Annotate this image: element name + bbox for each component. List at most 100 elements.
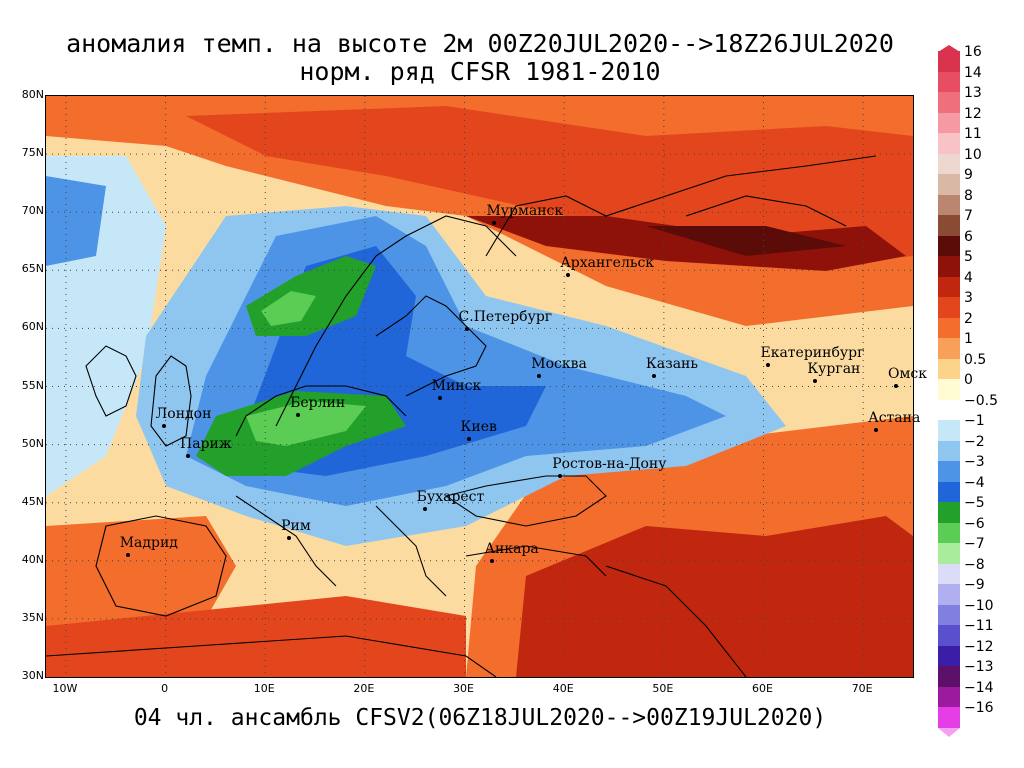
- city-label: Анкара: [484, 540, 539, 557]
- city-label: Мурманск: [486, 202, 564, 219]
- city-marker: [874, 427, 879, 432]
- legend-top-arrow: [938, 45, 960, 52]
- city-label: С.Петербург: [458, 308, 553, 325]
- legend-swatch: [938, 399, 960, 420]
- legend-label: −7: [964, 536, 985, 552]
- city-label: Казань: [645, 356, 699, 373]
- city-label: Москва: [531, 356, 587, 373]
- city-label: Курган: [807, 360, 861, 377]
- city-marker: [894, 383, 899, 388]
- map-frame: [45, 95, 914, 678]
- city-label: Мадрид: [119, 535, 178, 552]
- legend-label: 14: [964, 64, 982, 81]
- city-marker: [422, 506, 427, 511]
- legend-swatch: [938, 666, 960, 687]
- city-marker: [492, 220, 497, 225]
- latitude-label: 40N: [21, 552, 44, 566]
- city-marker: [437, 396, 442, 401]
- legend-swatch: [938, 174, 960, 195]
- legend-swatch: [938, 686, 960, 707]
- longitude-label: 70E: [851, 682, 873, 695]
- city-marker: [566, 273, 571, 278]
- latitude-label: 80N: [21, 88, 44, 101]
- city-marker: [161, 424, 166, 429]
- legend-swatch: [938, 481, 960, 502]
- latitude-label: 30N: [21, 669, 44, 682]
- legend-bottom-arrow: [938, 727, 960, 737]
- anomaly-field-map: [46, 96, 913, 677]
- legend-swatch: [938, 502, 960, 523]
- legend-swatch: [938, 604, 960, 625]
- legend-swatch: [938, 71, 960, 92]
- city-marker: [125, 553, 130, 558]
- legend-label: −12: [964, 638, 994, 655]
- city-label: Рим: [281, 517, 311, 534]
- city-marker: [651, 374, 656, 379]
- legend-swatch: [938, 707, 960, 728]
- longitude-label: 10W: [52, 682, 78, 695]
- longitude-label: 0: [161, 682, 169, 695]
- arctic-hottest-core: [646, 226, 846, 256]
- legend-label: 7: [964, 208, 973, 224]
- map-title-line1: аномалия темп. на высоте 2м 00Z20JUL2020…: [66, 29, 894, 58]
- legend-swatch: [938, 153, 960, 174]
- longitude-label: 10E: [253, 682, 275, 695]
- legend-swatch: [938, 215, 960, 236]
- map-title-line2: норм. ряд CFSR 1981-2010: [299, 57, 661, 86]
- legend-label: 16: [964, 44, 982, 60]
- legend-swatch: [938, 645, 960, 666]
- city-label: Лондон: [155, 406, 212, 423]
- legend-swatch: [938, 522, 960, 543]
- longitude-label: 60E: [752, 682, 773, 695]
- legend-label: −10: [964, 597, 994, 614]
- city-marker: [296, 412, 301, 417]
- legend-swatch: [938, 92, 960, 113]
- legend-swatch: [938, 256, 960, 277]
- legend-swatch: [938, 563, 960, 584]
- latitude-label: 70N: [21, 204, 44, 218]
- city-label: Париж: [180, 436, 232, 453]
- city-marker: [766, 362, 771, 367]
- lat-lon-grid: [46, 96, 913, 677]
- legend-swatch: [938, 379, 960, 400]
- legend-label: −3: [964, 454, 985, 470]
- legend-swatch: [938, 51, 960, 72]
- city-marker: [464, 326, 469, 331]
- legend-label: −9: [964, 577, 985, 593]
- legend-swatch: [938, 440, 960, 461]
- city-marker: [490, 558, 495, 563]
- latitude-label: 65N: [21, 262, 44, 276]
- legend-label: −5: [964, 495, 985, 511]
- city-label: Омск: [888, 365, 928, 382]
- city-label: Архангельск: [560, 255, 655, 272]
- legend-swatch: [938, 297, 960, 318]
- city-marker: [466, 436, 471, 441]
- legend-swatch: [938, 625, 960, 646]
- legend-swatch: [938, 317, 960, 338]
- legend-swatch: [938, 420, 960, 441]
- legend-label: 2: [964, 310, 973, 327]
- longitude-label: 30E: [453, 682, 475, 695]
- city-label: Бухарест: [416, 488, 485, 505]
- city-marker: [813, 378, 818, 383]
- legend-label: −1: [964, 413, 985, 429]
- legend-label: 11: [964, 126, 982, 142]
- legend-label: 8: [964, 187, 973, 204]
- legend-label: 1: [964, 331, 973, 347]
- legend-swatch: [938, 461, 960, 482]
- city-marker: [558, 474, 563, 479]
- legend-label: −2: [964, 433, 985, 450]
- city-label: Астана: [868, 409, 921, 426]
- latitude-label: 75N: [21, 146, 44, 160]
- legend-label: −13: [964, 659, 994, 675]
- legend-label: −6: [964, 515, 985, 532]
- legend-label: 3: [964, 290, 973, 306]
- legend-swatch: [938, 543, 960, 564]
- legend-swatch: [938, 112, 960, 133]
- legend-swatch: [938, 276, 960, 297]
- legend-label: 5: [964, 249, 973, 265]
- city-label: Ростов-на-Дону: [552, 456, 667, 473]
- ensemble-footer: 04 чл. ансамбль CFSV2(06Z18JUL2020-->00Z…: [133, 705, 827, 731]
- legend-label: 10: [964, 146, 982, 163]
- city-marker: [186, 454, 190, 459]
